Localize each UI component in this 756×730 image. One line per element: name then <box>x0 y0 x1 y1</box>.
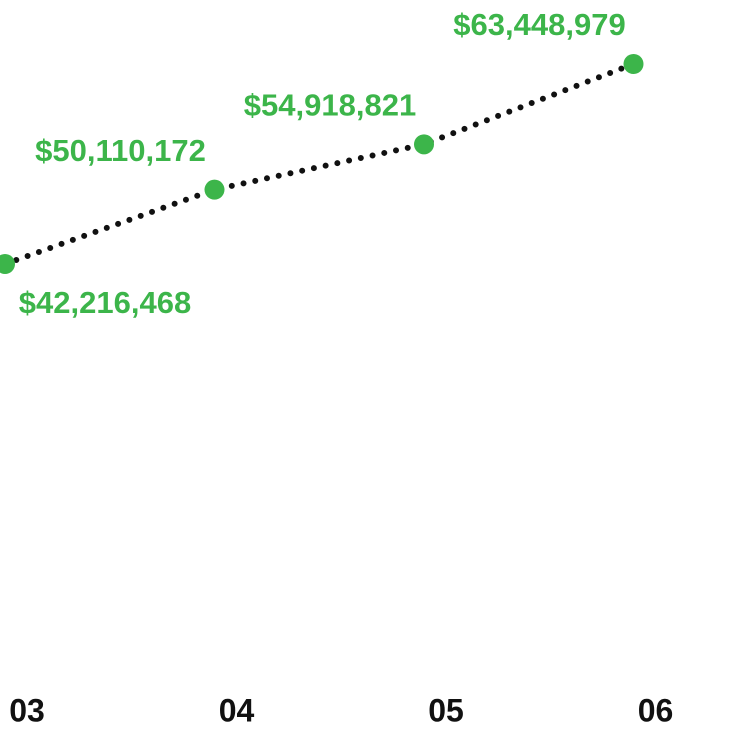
point <box>623 54 644 74</box>
data-label: $50,110,172 <box>35 133 206 168</box>
point <box>0 254 15 274</box>
point <box>414 134 434 155</box>
data-label: $42,216,468 <box>19 285 191 320</box>
data-label: $63,448,979 <box>453 7 625 42</box>
x-tick-label: 05 <box>428 692 464 728</box>
point <box>204 179 225 200</box>
x-tick-label: 04 <box>219 692 255 728</box>
x-tick-label: 03 <box>9 692 45 728</box>
x-tick-label: 06 <box>638 692 674 728</box>
data-label: $54,918,821 <box>244 88 416 123</box>
